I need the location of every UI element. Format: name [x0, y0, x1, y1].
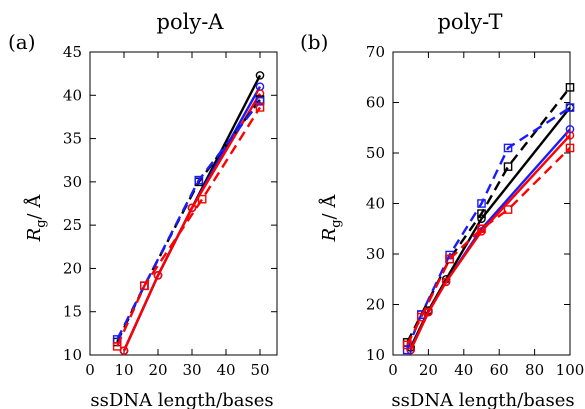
panel-b-series-3-point [565, 83, 575, 92]
panel-b-series-4-point [402, 345, 412, 355]
panel-b-series-5-line [406, 147, 571, 346]
panel-a-series-2-line [122, 92, 262, 352]
panel-b-series-5-point [445, 254, 454, 264]
panel-b-y-tick-label: 10 [366, 346, 385, 364]
panel-a-y-tick-label: 20 [63, 259, 82, 277]
panel-b-series-5-point [402, 340, 412, 350]
panel-b-series-2-point [565, 131, 575, 140]
panel-b-y-tick-label: 50 [366, 144, 385, 162]
panel-a-series-5-point [140, 281, 149, 291]
panel-a-y-tick-label: 30 [63, 173, 82, 191]
panel-b: (b) poly-T Rg/ Å ssDNA length/bases 0 20 4… [300, 10, 584, 409]
panel-a-label: (a) [8, 30, 36, 54]
panel-b-series-1-point [565, 124, 575, 134]
panel-a-x-tick-label: 20 [148, 361, 167, 379]
panel-a-x-axis-label: ssDNA length/bases [90, 390, 273, 409]
panel-a-title: poly-A [157, 10, 225, 34]
panel-a-series-2-point [119, 346, 129, 355]
panel-b-series-5-point [477, 224, 486, 234]
panel-b-series-4-point [503, 143, 513, 153]
panel-a-series-5-line [116, 106, 262, 347]
panel-a-series-4-point [255, 97, 265, 106]
panel-b-x-axis-label: ssDNA length/bases [391, 390, 574, 409]
panel-a-y-tick-label: 15 [63, 303, 82, 321]
panel-b-y-tick-label: 40 [366, 195, 385, 213]
panel-b-x-tick-label: 0 [388, 361, 398, 379]
panel-a-series [112, 71, 265, 355]
panel-a-y-axis-label: Rg/ Å [23, 194, 49, 243]
panel-b-series-3-point [503, 162, 513, 171]
panel-b-series-0-line [409, 106, 571, 348]
panel-a-series-0-point [255, 71, 265, 80]
panel-b-y-tick-label: 60 [366, 94, 385, 112]
panel-b-series-4-line [406, 106, 571, 351]
panel-a-y-tick-label: 35 [63, 130, 82, 148]
panel-a-y-axis-label-subscript: g [34, 219, 49, 227]
panel-a-y-axis-label-unit: / Å [23, 194, 45, 220]
panel-a-y-tick-label: 40 [63, 86, 82, 104]
panel-a-series-4-point [194, 175, 204, 185]
panel-a-series-5-point [255, 103, 265, 112]
panel-b-y-axis-label-unit: / Å [318, 194, 340, 220]
panel-b-y-axis-label-subscript: g [329, 219, 344, 227]
panel-a: (a) poly-A Rg/ Å ssDNA length/bases 0 10 2… [8, 10, 278, 409]
panel-b-y-tick-label: 20 [366, 296, 385, 314]
panel-b-y-tick-label: 30 [366, 245, 385, 263]
panel-b-x-tick-label: 40 [454, 361, 473, 379]
panel-b-series-5-point [503, 205, 513, 214]
panel-b-title: poly-T [437, 10, 502, 34]
panel-b-series-2-line [409, 134, 571, 351]
panel-a-plot-frame [89, 51, 278, 356]
panel-a-y-tick-label: 45 [63, 43, 82, 61]
panel-b-series-3-point [477, 209, 486, 218]
panel-a-x-tick-label: 0 [85, 361, 95, 379]
panel-b-y-axis-label-symbol: R [319, 228, 340, 243]
panel-b-series-2-point [441, 277, 451, 287]
panel-b-series-4-point [477, 199, 486, 208]
panel-b-series-5-point [565, 143, 575, 153]
panel-a-series-5-point [112, 342, 122, 351]
panel-a-series-4-line [116, 100, 261, 340]
panel-a-x-tick-label: 10 [114, 361, 133, 379]
panel-a-y-axis-label-symbol: R [24, 228, 45, 243]
panel-b-ticks: 0 20 40 60 80 100 10 20 30 40 50 60 70 [366, 43, 584, 379]
panel-b-series-4-point [565, 103, 575, 112]
panel-b-y-tick-label: 70 [366, 43, 385, 61]
panel-a-series-5-point [197, 194, 207, 204]
panel-b-x-tick-label: 20 [419, 361, 438, 379]
panel-b-label: (b) [300, 30, 328, 54]
panel-b-series [402, 83, 575, 355]
panel-a-x-tick-label: 40 [216, 361, 235, 379]
panel-b-x-tick-label: 60 [490, 361, 509, 379]
panel-a-y-tick-label: 25 [63, 216, 82, 234]
panel-a-x-tick-label: 30 [182, 361, 201, 379]
panel-a-x-tick-label: 50 [250, 361, 269, 379]
panel-b-x-tick-label: 100 [556, 361, 585, 379]
panel-a-series-2-point [153, 271, 163, 280]
panel-a-series-2-point [187, 203, 197, 213]
panel-a-y-tick-label: 10 [63, 346, 82, 364]
panel-b-y-axis-label: Rg/ Å [318, 194, 344, 243]
panel-b-series-5-point [417, 312, 426, 322]
panel-b-x-tick-label: 80 [525, 361, 544, 379]
